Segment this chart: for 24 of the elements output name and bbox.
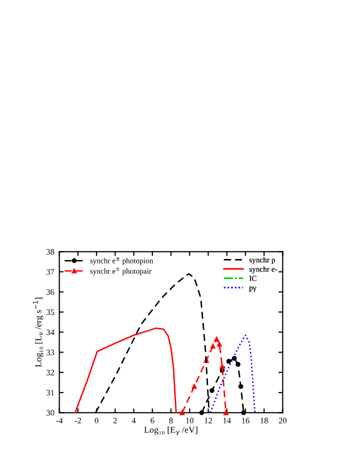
y-tick-label: 30 — [46, 410, 54, 416]
x-tick-label: 10 — [186, 418, 194, 424]
x-tick-label: 18 — [260, 418, 268, 424]
x-tick-label: 0 — [94, 418, 98, 424]
x-tick-label: 6 — [150, 418, 154, 424]
x-tick-label: 20 — [278, 418, 287, 424]
y-tick-label: 38 — [46, 249, 54, 255]
x-axis-title: Log₁₀ [E$_{γ}$ /eV] — [144, 426, 198, 436]
x-tick-label: 2 — [113, 418, 117, 424]
y-tick-label: 37 — [46, 269, 54, 275]
x-tick-label: 14 — [223, 418, 231, 424]
x-tick-label: -4 — [56, 418, 63, 424]
y-axis-title: Log₁₀ [L$_{ν}$ /erg s$^{−1}$] — [33, 298, 44, 368]
y-tick-label: 34 — [46, 330, 54, 336]
x-tick-label: 4 — [132, 418, 136, 424]
y-tick-label: 35 — [46, 309, 54, 316]
x-tick-label: -2 — [74, 418, 81, 424]
x-tick-label: 12 — [204, 418, 212, 424]
y-tick-label: 36 — [46, 289, 54, 295]
x-tick-label: 16 — [242, 418, 250, 424]
y-tick-label: 31 — [46, 390, 54, 396]
y-tick-label: 33 — [46, 350, 54, 356]
x-tick-label: 8 — [169, 418, 173, 424]
y-tick-label: 32 — [46, 370, 54, 376]
